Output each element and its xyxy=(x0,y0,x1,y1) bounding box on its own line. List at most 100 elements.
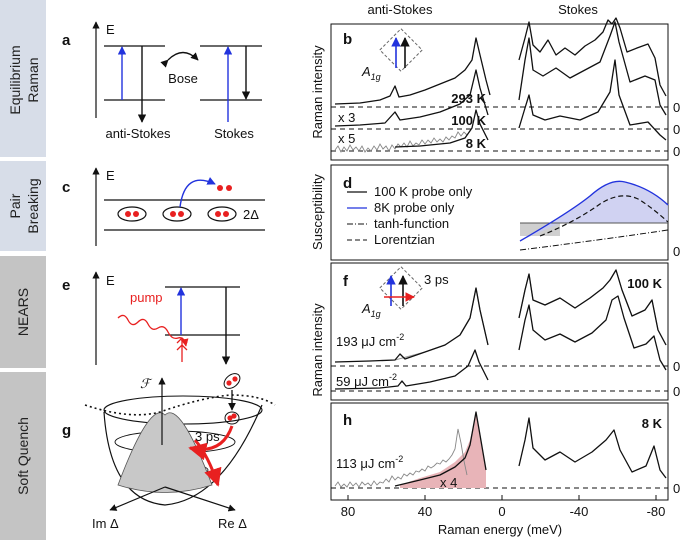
panel-b-text: 0 xyxy=(673,144,680,159)
panel-b-text-text: A xyxy=(361,64,371,79)
top-labels-text: Stokes xyxy=(558,2,598,17)
panel-c-text: c xyxy=(62,179,70,196)
side-labels-text: Equilibrium xyxy=(7,45,23,114)
panel-b-shape xyxy=(334,37,491,105)
panel-f-text-text: A xyxy=(361,301,371,316)
panel-b-shape xyxy=(518,21,667,116)
panel-b-text: Raman intensity xyxy=(310,45,325,139)
panel-c-shape xyxy=(133,211,139,217)
panel-e: e E pump xyxy=(62,271,240,365)
panel-c-shape xyxy=(117,206,147,222)
panel-b-shape xyxy=(518,59,667,141)
panel-a-text: Stokes xyxy=(214,126,254,141)
panel-g-text: g xyxy=(62,422,71,439)
panel-f-shape xyxy=(334,349,489,390)
panel-d: d Susceptibility 100 K probe only 8K pro… xyxy=(310,164,680,261)
panel-g-shape xyxy=(223,373,241,389)
panel-e-text: E xyxy=(106,273,115,288)
panel-e-text: e xyxy=(62,277,70,294)
panel-h-text: 8 K xyxy=(642,416,663,431)
x-axis-text: -40 xyxy=(570,504,589,519)
panel-h-shape xyxy=(334,428,468,488)
side-labels-shape xyxy=(0,256,46,368)
panel-g-shape xyxy=(193,439,222,487)
panel-h-text-text: -2 xyxy=(395,454,403,464)
panel-a-shape xyxy=(160,51,199,68)
panel-g-shape xyxy=(109,486,166,511)
panel-g-shape xyxy=(188,425,234,461)
panel-f-shape xyxy=(518,269,667,346)
panel-d-shape xyxy=(519,229,669,251)
panel-f-shape xyxy=(518,295,667,371)
panel-g-shape xyxy=(227,415,233,421)
x-axis-text: 80 xyxy=(341,504,355,519)
panel-g-shape xyxy=(164,486,236,512)
panel-f-text: 0 xyxy=(673,384,680,399)
panel-h-text-text: 113 μJ cm xyxy=(336,456,395,471)
panel-g-shape xyxy=(224,411,240,425)
panel-f-text-text: -2 xyxy=(396,332,404,342)
panel-g-text: ℱ xyxy=(140,376,153,391)
panel-b-text: x 3 xyxy=(338,110,355,125)
y-label-lower: Raman intensity xyxy=(310,303,325,397)
panel-d-text: d xyxy=(343,175,352,192)
side-labels: Equilibrium Raman Pair Breaking NEARS So… xyxy=(0,0,46,540)
panel-h-shape xyxy=(330,402,669,501)
side-labels-text: Breaking xyxy=(25,178,41,233)
panel-f: f A1g 3 ps 100 K 193 μJ cm-2 59 μJ cm-2 … xyxy=(330,262,680,401)
panel-g-text: 3 ps xyxy=(195,429,220,444)
panel-g-shape xyxy=(226,380,232,386)
panel-b-text: x 5 xyxy=(338,131,355,146)
top-labels: anti-Stokes Stokes xyxy=(367,2,598,17)
panel-h-shape xyxy=(400,412,486,488)
x-axis-text: 0 xyxy=(498,504,505,519)
panel-f-text-text: 193 μJ cm xyxy=(336,334,396,349)
side-labels-shape xyxy=(0,161,46,251)
panel-b-shape xyxy=(379,28,423,72)
panel-d-text: Lorentzian xyxy=(374,232,435,247)
panel-g-shape xyxy=(231,413,237,419)
panel-f-text: 100 K xyxy=(627,276,662,291)
panel-c-shape xyxy=(178,211,184,217)
panel-d-text: tanh-function xyxy=(374,216,449,231)
panel-b: b Raman intensity A1g 293 K 100 K 8 K x … xyxy=(310,17,680,161)
side-labels-text: Raman xyxy=(25,57,41,102)
panel-f-shape xyxy=(334,287,489,363)
panel-c-shape xyxy=(170,211,176,217)
panel-a-text: E xyxy=(106,22,115,37)
panel-c-shape xyxy=(207,206,237,222)
panel-b-shape xyxy=(518,17,667,97)
panel-c-shape xyxy=(217,185,223,191)
panel-c-shape xyxy=(179,176,216,208)
panel-f-text-text: 59 μJ cm xyxy=(336,374,389,389)
panel-d-text: 100 K probe only xyxy=(374,184,473,199)
panel-g-shape xyxy=(232,376,238,382)
panel-c-shape xyxy=(226,185,232,191)
panel-b-text: A1g xyxy=(361,64,381,82)
panel-b-text: 293 K xyxy=(451,91,486,106)
panel-f-text-text: 1g xyxy=(371,309,381,319)
panel-c-text: E xyxy=(106,168,115,183)
panel-h-text: 0 xyxy=(673,481,680,496)
panel-f-text: 0 xyxy=(673,359,680,374)
panel-f-shape xyxy=(379,266,423,310)
panel-e-text: pump xyxy=(130,290,163,305)
panel-a-text: Bose xyxy=(168,71,198,86)
panel-b-text: 100 K xyxy=(451,113,486,128)
panel-h-text: h xyxy=(343,412,352,429)
panel-b-text: 0 xyxy=(673,100,680,115)
panel-d-shape xyxy=(539,195,669,237)
panel-c-shape xyxy=(162,206,192,222)
panel-f-text: 3 ps xyxy=(424,272,449,287)
side-labels-text: NEARS xyxy=(15,288,31,336)
panel-h-shape xyxy=(394,411,487,487)
panel-b-shape xyxy=(394,109,489,148)
x-axis-text: Raman energy (meV) xyxy=(438,522,562,537)
x-axis-text: -80 xyxy=(647,504,666,519)
x-axis-text: 40 xyxy=(418,504,432,519)
panel-c-shape xyxy=(125,211,131,217)
panel-h: h 8 K 113 μJ cm-2 x 4 0 xyxy=(330,402,680,501)
panel-c-text: 2Δ xyxy=(243,207,259,222)
panel-h-shape xyxy=(518,417,667,479)
side-labels-text: Pair xyxy=(7,193,23,218)
